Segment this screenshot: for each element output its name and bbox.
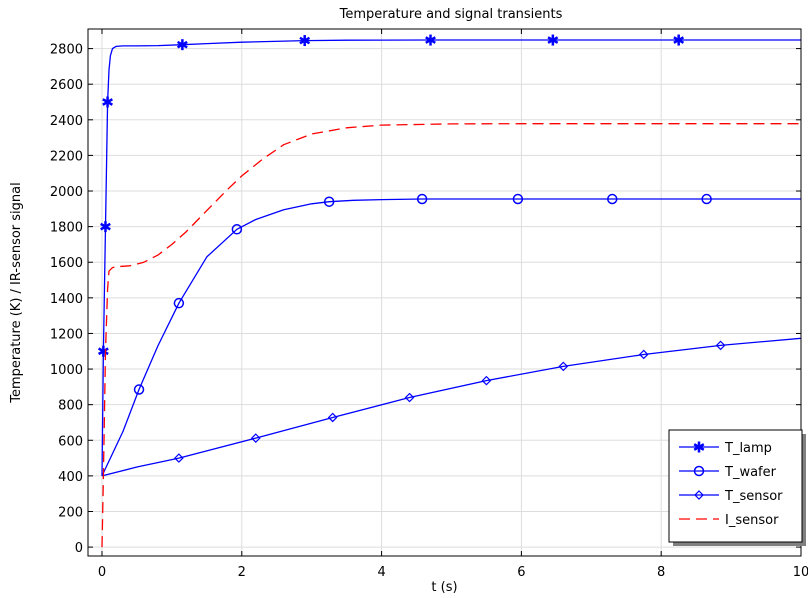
- data-point-T_wafer: [133, 384, 145, 395]
- y-tick-label: 2400: [50, 114, 83, 129]
- data-point-T_sensor: [638, 349, 649, 360]
- legend-marker: [693, 465, 705, 477]
- data-point-T_sensor: [404, 392, 415, 403]
- data-point-T_wafer: [416, 193, 428, 205]
- legend-label: T_wafer: [724, 465, 777, 480]
- legend-label: I_sensor: [725, 513, 779, 528]
- y-tick-label: 1000: [50, 363, 83, 378]
- series-line-T_sensor: [101, 337, 802, 477]
- x-tick-label: 4: [377, 565, 385, 580]
- data-point-T_wafer: [173, 297, 185, 309]
- series-T_wafer: [101, 193, 801, 477]
- y-tick-label: 1200: [50, 327, 83, 342]
- data-point-T_lamp: [97, 345, 109, 357]
- data-point-T_wafer: [607, 193, 618, 205]
- data-point-T_wafer: [701, 193, 712, 205]
- data-point-T_lamp: [673, 34, 685, 46]
- data-point-T_lamp: [299, 35, 311, 47]
- data-point-T_wafer: [323, 196, 335, 207]
- y-tick-label: 1400: [50, 292, 83, 307]
- legend-item-T_sensor: T_sensor: [679, 489, 783, 504]
- legend-item-T_lamp: T_lamp: [679, 441, 772, 456]
- x-axis-title: t (s): [431, 580, 457, 595]
- legend: T_lamp T_wafer T_sensor I_sensor: [668, 429, 806, 546]
- data-point-T_sensor: [250, 433, 261, 443]
- data-point-T_wafer: [512, 193, 524, 205]
- x-tick-label: 6: [517, 565, 525, 580]
- legend-marker: [693, 441, 705, 453]
- y-tick-label: 2000: [50, 185, 83, 200]
- data-point-T_lamp: [176, 39, 188, 51]
- legend-label: T_sensor: [724, 489, 783, 504]
- series-line-I_sensor: [101, 123, 801, 548]
- x-tick-label: 10: [793, 565, 808, 580]
- legend-marker: [694, 490, 704, 500]
- y-tick-label: 1600: [50, 256, 83, 271]
- series-line-T_wafer: [101, 198, 801, 477]
- series-I_sensor: [101, 123, 801, 548]
- y-tick-label: 2800: [50, 43, 83, 58]
- series-T_sensor: [101, 337, 802, 477]
- series-layer: [97, 34, 802, 548]
- y-tick-label: 600: [58, 434, 83, 449]
- y-tick-label: 0: [75, 541, 83, 556]
- data-point-T_sensor: [715, 340, 726, 351]
- data-point-T_sensor: [327, 412, 338, 423]
- data-point-T_sensor: [174, 453, 184, 463]
- series-T_lamp: [97, 34, 801, 476]
- y-tick-label: 1800: [50, 221, 83, 236]
- series-line-T_lamp: [101, 39, 801, 476]
- data-point-T_lamp: [100, 221, 111, 233]
- legend-box: [668, 429, 803, 543]
- y-tick-label: 400: [58, 470, 83, 485]
- y-tick-label: 2600: [50, 78, 83, 93]
- axis-ticks: 0 2 4 6 8 10 0 200 400 600 800 1000 1200 1400 1600 1800…: [50, 29, 808, 580]
- data-point-T_lamp: [425, 34, 436, 46]
- data-point-T_sensor: [558, 361, 569, 372]
- x-tick-label: 2: [238, 565, 246, 580]
- y-tick-label: 800: [58, 399, 83, 414]
- legend-item-I_sensor: I_sensor: [679, 513, 779, 528]
- y-tick-label: 200: [58, 505, 83, 520]
- x-tick-label: 0: [98, 565, 106, 580]
- data-point-T_lamp: [547, 34, 559, 46]
- data-point-T_wafer: [231, 224, 243, 235]
- y-tick-label: 2200: [50, 149, 83, 164]
- plot-frame: [87, 28, 802, 557]
- data-point-T_lamp: [102, 96, 113, 108]
- y-axis-title: Temperature (K) / IR-sensor signal: [9, 182, 24, 404]
- chart-title: Temperature and signal transients: [339, 7, 563, 22]
- x-tick-label: 8: [657, 565, 665, 580]
- data-point-T_sensor: [481, 375, 492, 386]
- legend-label: T_lamp: [724, 441, 772, 456]
- legend-item-T_wafer: T_wafer: [679, 465, 777, 480]
